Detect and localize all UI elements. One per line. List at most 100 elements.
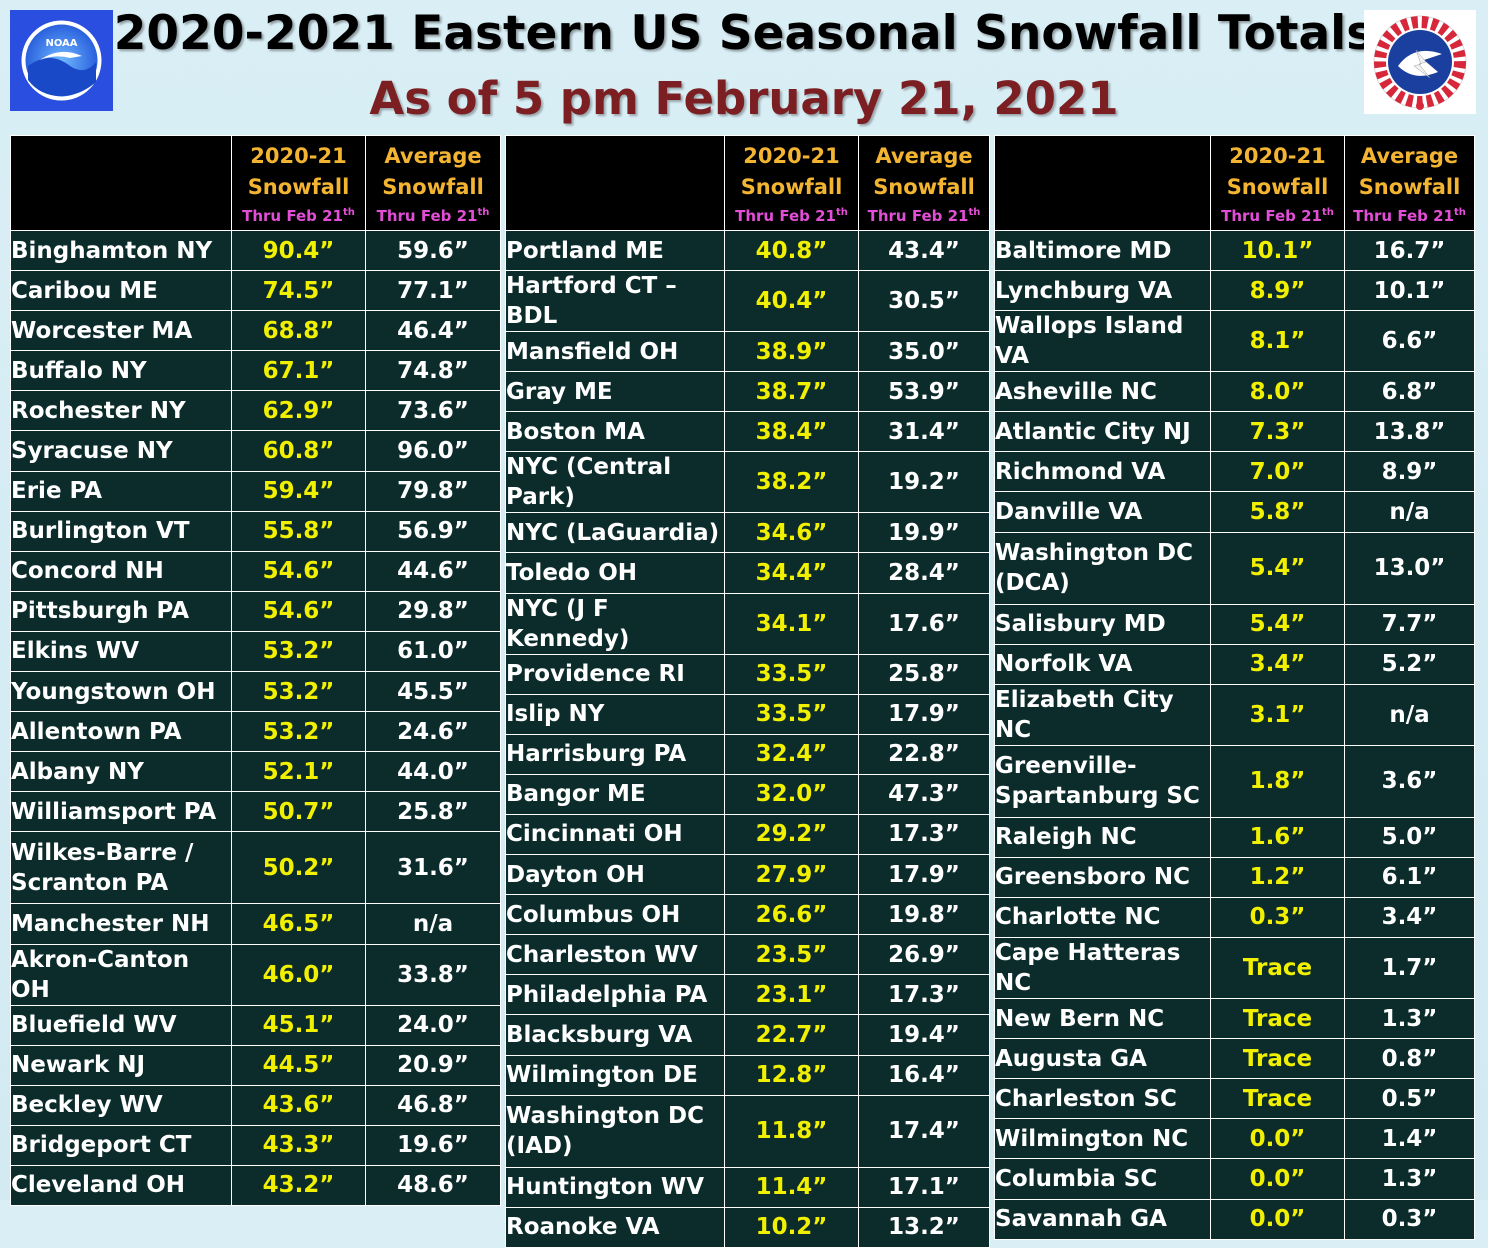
current-snowfall-cell: 62.9” xyxy=(231,390,366,432)
city-cell: Dayton OH xyxy=(505,854,725,896)
average-snowfall-cell: 6.1” xyxy=(1344,856,1475,898)
current-snowfall-cell: 7.3” xyxy=(1210,411,1345,453)
table-row: Boston MA 38.4” 31.4” xyxy=(505,411,990,453)
current-snowfall-cell: 74.5” xyxy=(231,270,366,312)
city-cell: Newark NJ xyxy=(10,1044,232,1086)
average-snowfall-cell: 33.8” xyxy=(365,943,501,1006)
city-cell: Philadelphia PA xyxy=(505,974,725,1016)
current-snowfall-cell: 43.2” xyxy=(231,1164,366,1206)
current-snowfall-cell: 38.7” xyxy=(724,371,859,413)
average-snowfall-cell: 47.3” xyxy=(858,773,990,815)
current-snowfall-cell: 68.8” xyxy=(231,310,366,352)
table-row: Blacksburg VA 22.7” 19.4” xyxy=(505,1014,990,1056)
average-snowfall-cell: 17.6” xyxy=(858,592,990,655)
city-cell: Toledo OH xyxy=(505,552,725,594)
current-snowfall-cell: 8.9” xyxy=(1210,270,1345,312)
table-row: Gray ME 38.7” 53.9” xyxy=(505,371,990,413)
table-row: Burlington VT 55.8” 56.9” xyxy=(10,510,501,552)
table-row: Wallops Island VA 8.1” 6.6” xyxy=(994,310,1475,373)
city-cell: Wilkes-Barre / Scranton PA xyxy=(10,831,232,905)
table-row: Lynchburg VA 8.9” 10.1” xyxy=(994,270,1475,312)
city-cell: Albany NY xyxy=(10,751,232,793)
current-snowfall-cell: 34.1” xyxy=(724,592,859,655)
current-snowfall-cell: 27.9” xyxy=(724,854,859,896)
page-title: 2020-2021 Eastern US Seasonal Snowfall T… xyxy=(113,6,1375,61)
current-snowfall-cell: 38.4” xyxy=(724,411,859,453)
city-cell: Atlantic City NJ xyxy=(994,411,1211,453)
table-row: Augusta GA Trace 0.8” xyxy=(994,1038,1475,1080)
header-current: 2020-21 Snowfall Thru Feb 21th xyxy=(1210,135,1345,231)
average-snowfall-cell: 46.8” xyxy=(365,1084,501,1126)
snowfall-table-1: 2020-21 Snowfall Thru Feb 21th Average S… xyxy=(10,135,501,1206)
city-cell: Williamsport PA xyxy=(10,791,232,833)
current-snowfall-cell: 53.2” xyxy=(231,630,366,673)
average-snowfall-cell: 43.4” xyxy=(858,229,990,272)
average-snowfall-cell: 5.0” xyxy=(1344,816,1475,858)
city-cell: Bridgeport CT xyxy=(10,1124,232,1166)
average-snowfall-cell: 1.7” xyxy=(1344,937,1475,1000)
city-cell: Mansfield OH xyxy=(505,331,725,373)
current-snowfall-cell: Trace xyxy=(1210,937,1345,1000)
current-snowfall-cell: 55.8” xyxy=(231,510,366,552)
table-row: Norfolk VA 3.4” 5.2” xyxy=(994,643,1475,685)
table-row: Hartford CT – BDL 40.4” 30.5” xyxy=(505,270,990,333)
table-row: Dayton OH 27.9” 17.9” xyxy=(505,854,990,896)
average-snowfall-cell: 17.9” xyxy=(858,693,990,735)
table-row: Concord NH 54.6” 44.6” xyxy=(10,550,501,592)
table-row: Charlotte NC 0.3” 3.4” xyxy=(994,896,1475,939)
header-average: Average Snowfall Thru Feb 21th xyxy=(858,135,990,231)
city-cell: Providence RI xyxy=(505,653,725,695)
average-snowfall-cell: 46.4” xyxy=(365,310,501,352)
table-row: Caribou ME 74.5” 77.1” xyxy=(10,270,501,312)
current-snowfall-cell: 53.2” xyxy=(231,711,366,753)
average-snowfall-cell: 17.3” xyxy=(858,974,990,1016)
current-snowfall-cell: 52.1” xyxy=(231,751,366,793)
average-snowfall-cell: 45.5” xyxy=(365,671,501,713)
average-snowfall-cell: 19.8” xyxy=(858,894,990,936)
table-row: NYC (LaGuardia) 34.6” 19.9” xyxy=(505,512,990,554)
city-cell: Wilmington NC xyxy=(994,1118,1211,1160)
average-snowfall-cell: 24.0” xyxy=(365,1004,501,1046)
city-cell: Pittsburgh PA xyxy=(10,590,232,632)
average-snowfall-cell: 30.5” xyxy=(858,270,990,333)
average-snowfall-cell: 29.8” xyxy=(365,590,501,632)
table-row: Charleston SC Trace 0.5” xyxy=(994,1078,1475,1120)
table-row: Binghamton NY 90.4” 59.6” xyxy=(10,229,501,272)
header-average: Average Snowfall Thru Feb 21th xyxy=(1344,135,1475,231)
average-snowfall-cell: 22.8” xyxy=(858,733,990,775)
city-cell: Richmond VA xyxy=(994,451,1211,493)
current-snowfall-cell: 1.8” xyxy=(1210,744,1345,818)
city-cell: Rochester NY xyxy=(10,390,232,432)
current-snowfall-cell: 46.5” xyxy=(231,903,366,945)
table-row: Allentown PA 53.2” 24.6” xyxy=(10,711,501,753)
current-snowfall-cell: 11.4” xyxy=(724,1166,859,1208)
city-cell: Norfolk VA xyxy=(994,643,1211,685)
city-cell: Asheville NC xyxy=(994,371,1211,413)
current-snowfall-cell: 3.4” xyxy=(1210,643,1345,685)
average-snowfall-cell: 31.6” xyxy=(365,831,501,905)
table-row: Syracuse NY 60.8” 96.0” xyxy=(10,430,501,472)
current-snowfall-cell: 32.4” xyxy=(724,733,859,775)
table-row: NYC (J F Kennedy) 34.1” 17.6” xyxy=(505,592,990,655)
average-snowfall-cell: 17.9” xyxy=(858,854,990,896)
average-snowfall-cell: 1.3” xyxy=(1344,998,1475,1040)
table-row: Wilmington DE 12.8” 16.4” xyxy=(505,1054,990,1096)
average-snowfall-cell: 7.7” xyxy=(1344,603,1475,645)
city-cell: Binghamton NY xyxy=(10,229,232,272)
city-cell: Harrisburg PA xyxy=(505,733,725,775)
current-snowfall-cell: 5.8” xyxy=(1210,491,1345,533)
table-row: Beckley WV 43.6” 46.8” xyxy=(10,1084,501,1126)
city-cell: Wilmington DE xyxy=(505,1054,725,1096)
table-row: Elizabeth City NC 3.1” n/a xyxy=(994,683,1475,746)
table-row: Philadelphia PA 23.1” 17.3” xyxy=(505,974,990,1016)
average-snowfall-cell: 17.3” xyxy=(858,813,990,856)
current-snowfall-cell: 43.3” xyxy=(231,1124,366,1166)
average-snowfall-cell: 44.0” xyxy=(365,751,501,793)
table-row: New Bern NC Trace 1.3” xyxy=(994,998,1475,1040)
city-cell: Lynchburg VA xyxy=(994,270,1211,312)
average-snowfall-cell: 10.1” xyxy=(1344,270,1475,312)
average-snowfall-cell: 44.6” xyxy=(365,550,501,592)
table-row: Youngstown OH 53.2” 45.5” xyxy=(10,671,501,713)
average-snowfall-cell: 24.6” xyxy=(365,711,501,753)
city-cell: Wallops Island VA xyxy=(994,310,1211,373)
